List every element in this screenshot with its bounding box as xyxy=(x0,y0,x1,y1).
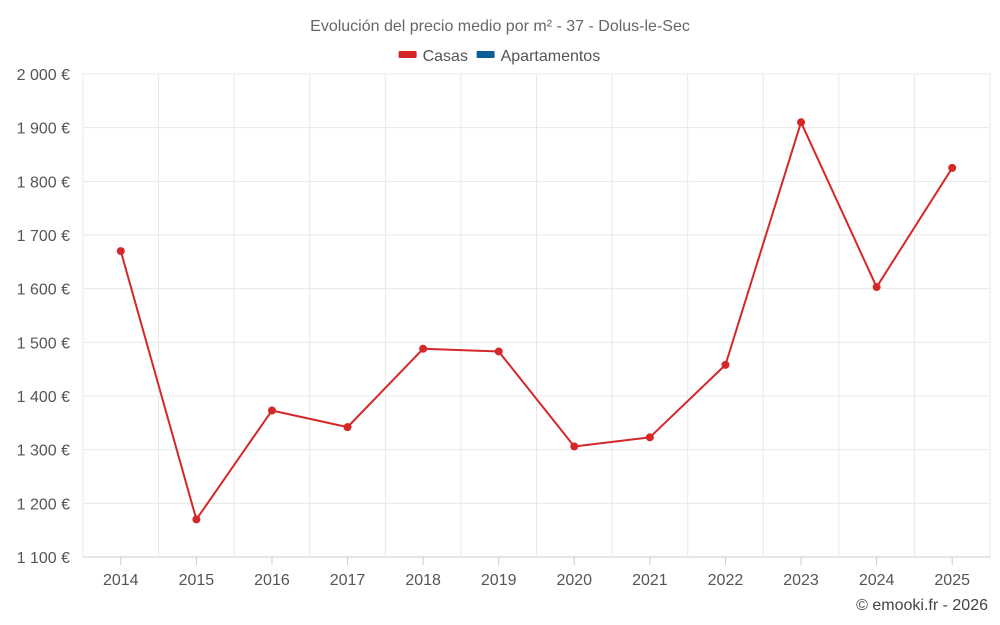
data-point[interactable] xyxy=(872,283,881,292)
series-line xyxy=(119,121,954,521)
y-tick-label: 1 100 € xyxy=(17,550,70,567)
y-tick-label: 1 200 € xyxy=(17,496,70,513)
legend-label[interactable]: Casas xyxy=(423,48,468,65)
legend-swatch[interactable] xyxy=(398,51,417,58)
data-point[interactable] xyxy=(116,247,125,256)
x-tick-label: 2018 xyxy=(405,572,441,589)
x-tick-label: 2025 xyxy=(934,572,970,589)
x-tick-label: 2015 xyxy=(179,572,215,589)
y-tick-label: 2 000 € xyxy=(17,67,70,84)
legend-swatch[interactable] xyxy=(476,51,495,58)
data-point[interactable] xyxy=(797,118,806,127)
y-tick-label: 1 700 € xyxy=(17,228,70,245)
y-axis-ticks: 1 100 € 1 200 € 1 300 € 1 400 € 1 500 € 1 600… xyxy=(17,67,70,567)
data-point[interactable] xyxy=(948,163,957,172)
data-point[interactable] xyxy=(192,515,201,524)
x-tick-label: 2021 xyxy=(632,572,668,589)
x-tick-label: 2019 xyxy=(481,572,517,589)
legend: Casas Apartamentos xyxy=(398,48,601,65)
x-axis-ticks: 2014 2015 2016 2017 2018 2019 2020 2021 2022 2023… xyxy=(103,557,970,589)
y-tick-label: 1 900 € xyxy=(17,121,70,138)
data-point[interactable] xyxy=(343,423,352,432)
y-tick-label: 1 300 € xyxy=(17,443,70,460)
x-tick-label: 2023 xyxy=(783,572,819,589)
y-tick-label: 1 500 € xyxy=(17,335,70,352)
grid xyxy=(82,73,991,558)
y-tick-label: 1 600 € xyxy=(17,282,70,299)
y-tick-label: 1 400 € xyxy=(17,389,70,406)
data-point[interactable] xyxy=(645,433,654,442)
x-tick-label: 2022 xyxy=(708,572,744,589)
data-point[interactable] xyxy=(721,360,730,369)
series-layer xyxy=(116,118,957,524)
data-point[interactable] xyxy=(494,347,503,356)
data-point[interactable] xyxy=(419,344,428,353)
x-tick-label: 2017 xyxy=(330,572,366,589)
x-tick-label: 2020 xyxy=(556,572,592,589)
legend-label[interactable]: Apartamentos xyxy=(501,48,601,65)
data-point[interactable] xyxy=(570,442,579,451)
chart-title: Evolución del precio medio por m² - 37 -… xyxy=(310,18,690,35)
data-point[interactable] xyxy=(267,406,276,415)
y-tick-label: 1 800 € xyxy=(17,174,70,191)
x-tick-label: 2016 xyxy=(254,572,290,589)
credit-label: © emooki.fr - 2026 xyxy=(856,597,988,614)
x-tick-label: 2024 xyxy=(859,572,895,589)
x-tick-label: 2014 xyxy=(103,572,139,589)
